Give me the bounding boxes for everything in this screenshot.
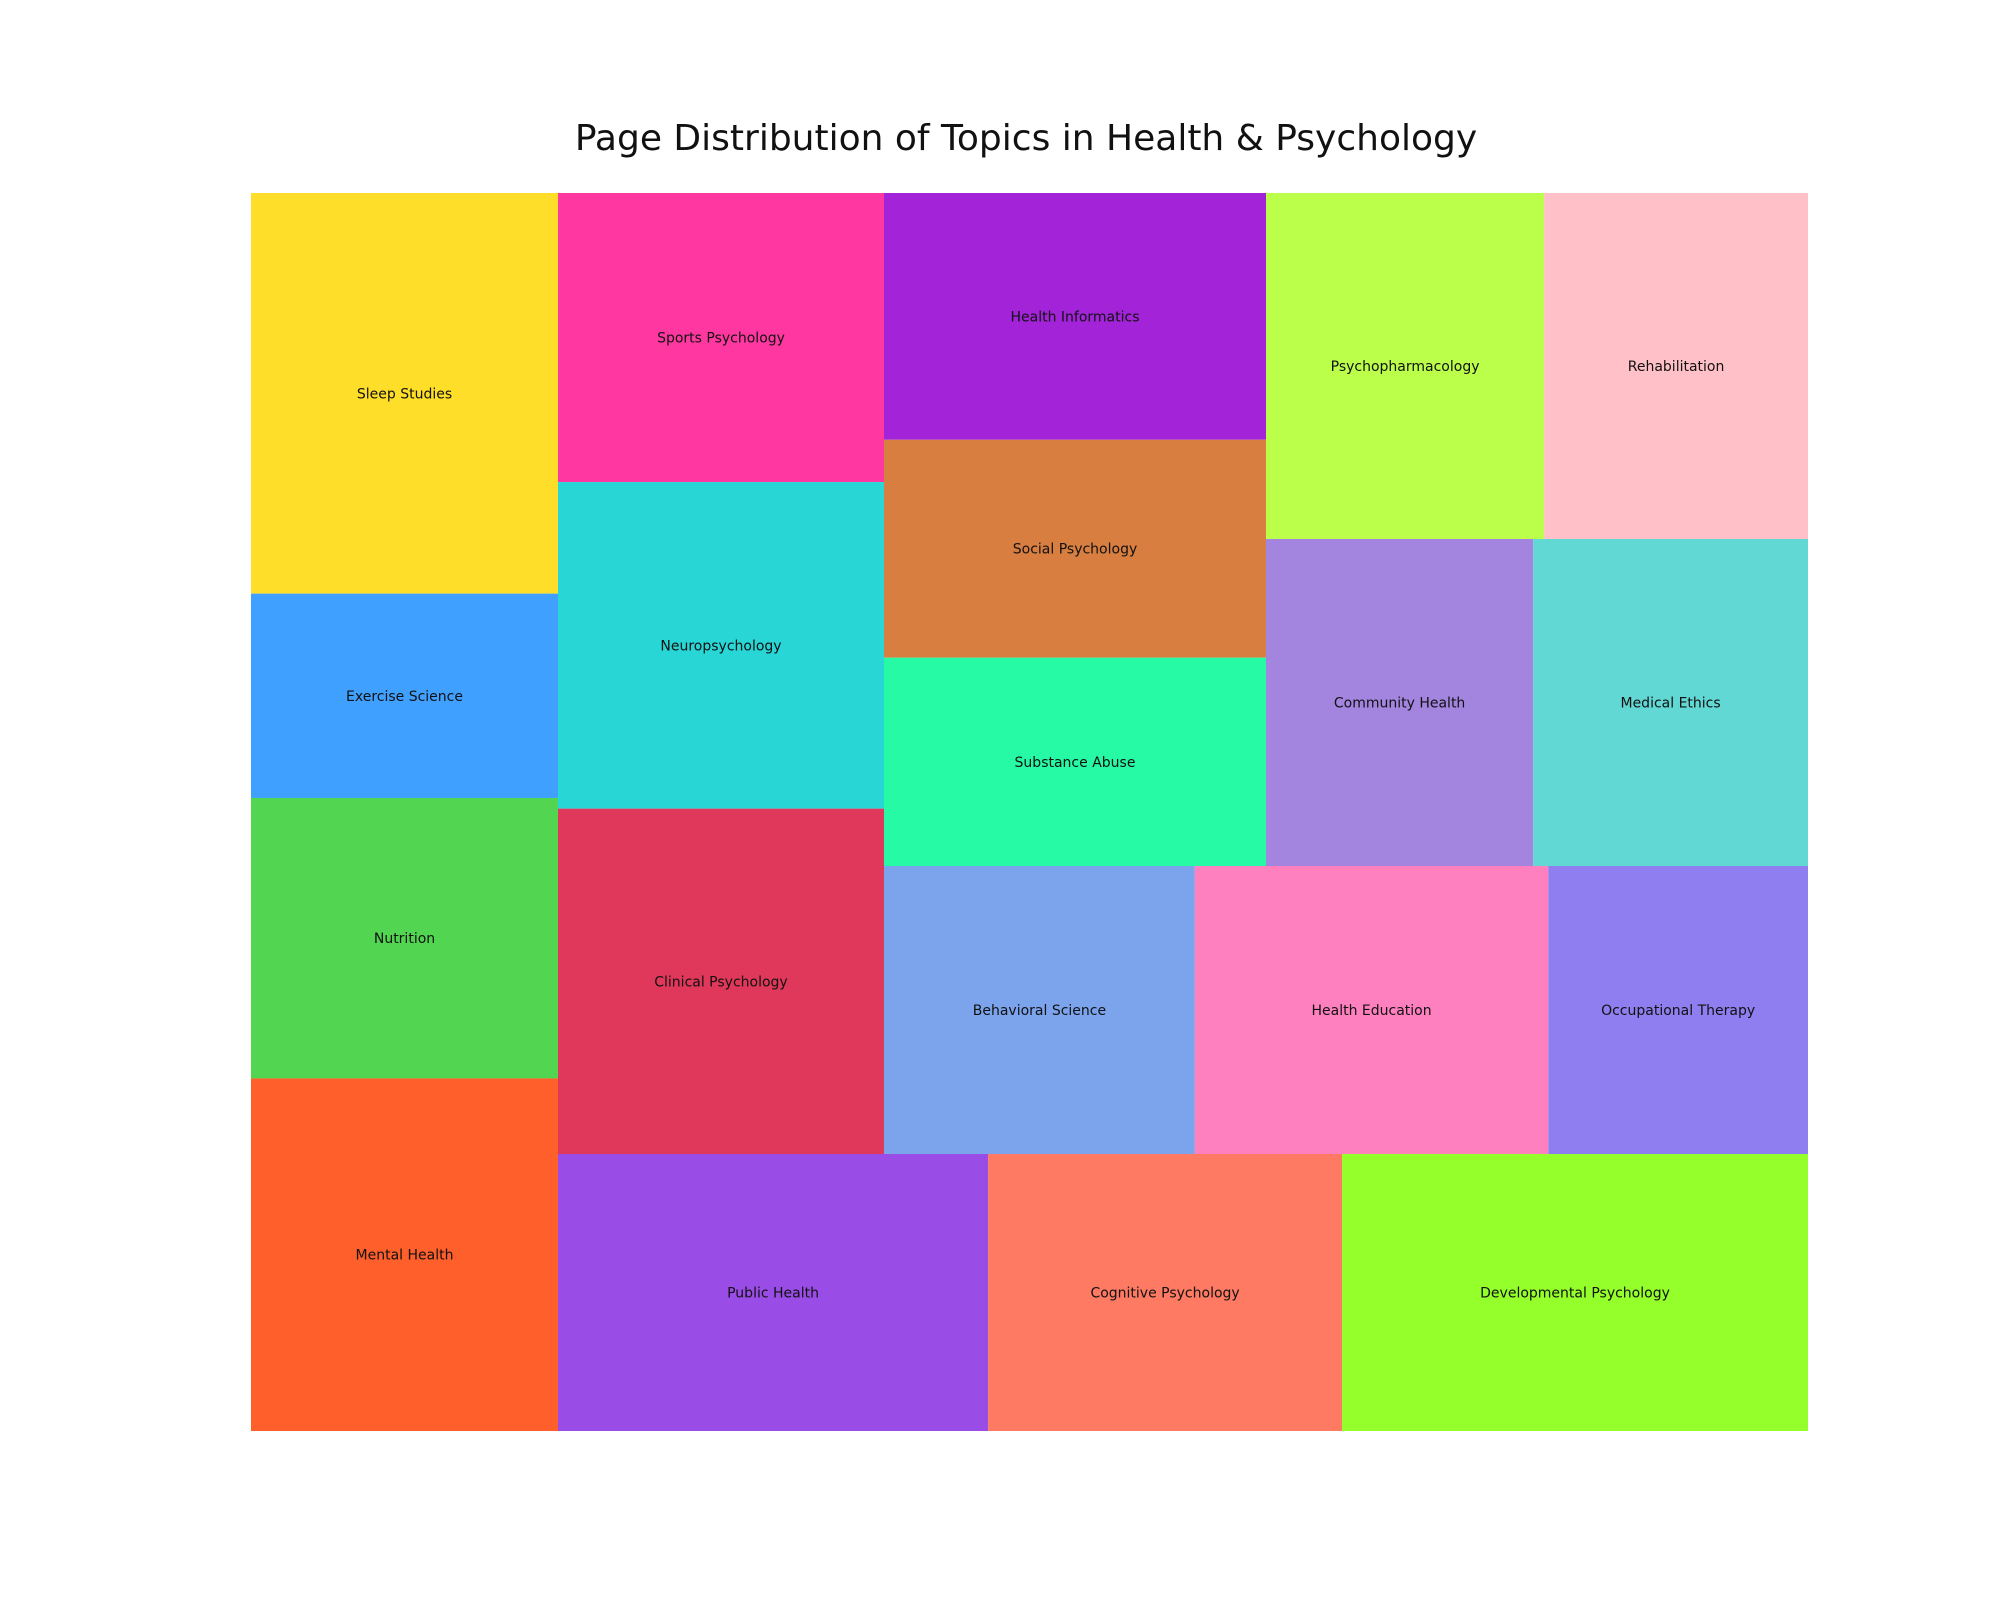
treemap-cell [1544, 193, 1808, 539]
treemap-cell [1533, 539, 1808, 866]
treemap-cell-label: Sports Psychology [657, 331, 785, 347]
treemap-cell [884, 439, 1266, 658]
treemap-cell [251, 1078, 558, 1431]
treemap-cell [251, 193, 558, 594]
treemap-cell-label: Medical Ethics [1620, 696, 1720, 712]
treemap-cell-label: Public Health [727, 1286, 819, 1302]
treemap-cell-label: Health Education [1311, 1003, 1431, 1019]
treemap-cell-label: Cognitive Psychology [1090, 1286, 1239, 1302]
treemap-cell-label: Social Psychology [1013, 542, 1138, 558]
treemap-cell-label: Occupational Therapy [1601, 1003, 1755, 1019]
treemap-cell [1342, 1154, 1808, 1431]
treemap-cell-label: Clinical Psychology [654, 974, 787, 990]
treemap-cell-label: Substance Abuse [1015, 755, 1136, 771]
treemap-cells: Sleep Studies Exercise Science Nutrition Me… [251, 193, 1808, 1431]
treemap-cell-label: Psychopharmacology [1331, 359, 1480, 375]
treemap-cell [1266, 193, 1545, 539]
treemap-cell-label: Nutrition [374, 931, 435, 947]
treemap-cell-label: Behavioral Science [973, 1003, 1106, 1019]
treemap-cell [558, 482, 884, 809]
treemap-cell [558, 808, 884, 1154]
treemap-cell-label: Developmental Psychology [1480, 1286, 1670, 1302]
treemap-cell-label: Rehabilitation [1628, 359, 1725, 375]
treemap-cell [1194, 866, 1549, 1154]
treemap-cell-label: Health Informatics [1010, 309, 1139, 325]
treemap-cell-label: Community Health [1334, 696, 1465, 712]
treemap-cell [884, 193, 1266, 440]
treemap-cell [251, 593, 558, 798]
treemap-cell [884, 657, 1266, 866]
treemap-cell [558, 1154, 989, 1431]
treemap-cell-label: Sleep Studies [357, 386, 452, 402]
treemap-cell [558, 193, 884, 483]
treemap-cell [988, 1154, 1343, 1431]
treemap-cell-label: Neuropsychology [660, 638, 781, 654]
treemap-cell [884, 866, 1195, 1154]
treemap-cell [1266, 539, 1534, 866]
treemap-cell-label: Mental Health [356, 1248, 454, 1264]
treemap-cell [251, 797, 558, 1079]
treemap-cell [1548, 866, 1808, 1154]
treemap-cell-label: Exercise Science [346, 689, 463, 705]
chart-title: Page Distribution of Topics in Health & … [575, 118, 1477, 159]
